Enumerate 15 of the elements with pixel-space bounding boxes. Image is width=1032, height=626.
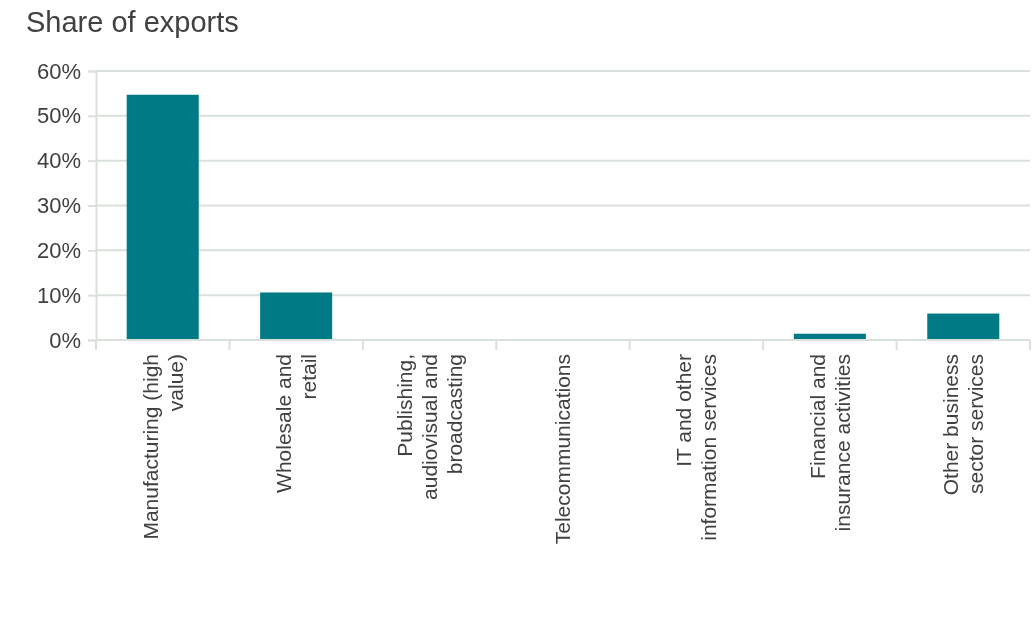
- y-tick-label: 50%: [36, 103, 81, 129]
- bar: [126, 94, 199, 340]
- x-tick-label: Manufacturing (high value): [138, 354, 187, 540]
- y-tick-label: 30%: [36, 193, 81, 219]
- x-tick-label: IT and other information services: [672, 354, 721, 541]
- bar: [927, 313, 1000, 340]
- bar: [260, 292, 333, 340]
- y-tick-label: 40%: [36, 148, 81, 174]
- y-tick-label: 0%: [49, 327, 81, 353]
- y-tick-label: 10%: [36, 282, 81, 308]
- y-tick-label: 60%: [36, 58, 81, 84]
- x-tick-label: Wholesale and retail: [271, 354, 320, 493]
- x-tick-label: Telecommunications: [551, 354, 575, 545]
- y-tick-label: 20%: [36, 237, 81, 263]
- chart-title: Share of exports: [26, 6, 239, 38]
